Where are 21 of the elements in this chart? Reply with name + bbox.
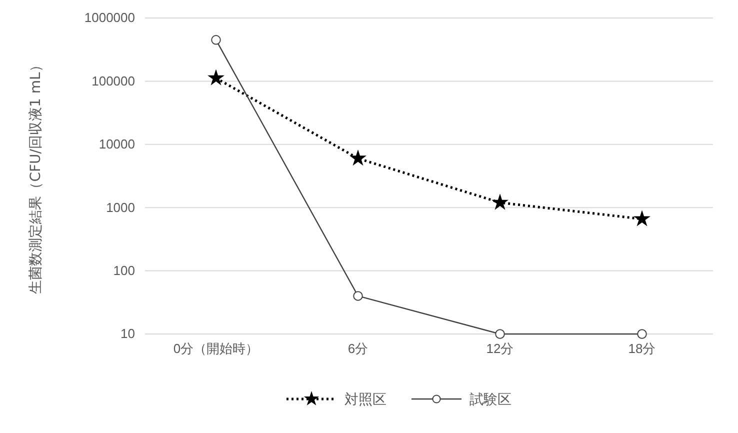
y-tick-label: 100 xyxy=(113,262,135,278)
y-tick-label: 1000 xyxy=(106,200,135,215)
x-tick-label: 6分 xyxy=(348,341,368,356)
point xyxy=(353,291,363,301)
legend-label: 試験区 xyxy=(470,392,512,408)
y-tick-label: 10 xyxy=(120,326,135,342)
point xyxy=(492,194,508,210)
legend-label: 対照区 xyxy=(344,392,386,408)
y-axis-title: 生菌数測定結果（CFU/回収液1 mL） xyxy=(28,58,44,294)
y-tick-label: 1000000 xyxy=(84,10,135,26)
point xyxy=(208,70,224,85)
y-tick-label: 100000 xyxy=(92,73,135,88)
x-tick-label: 12分 xyxy=(486,341,514,356)
x-tick-label: 0分（開始時） xyxy=(173,341,259,356)
point xyxy=(495,329,505,339)
y-tick-label: 10000 xyxy=(98,136,135,152)
point xyxy=(637,329,647,339)
point xyxy=(211,35,221,45)
x-tick-label: 18分 xyxy=(628,341,656,356)
point xyxy=(350,150,366,165)
point xyxy=(634,211,650,226)
